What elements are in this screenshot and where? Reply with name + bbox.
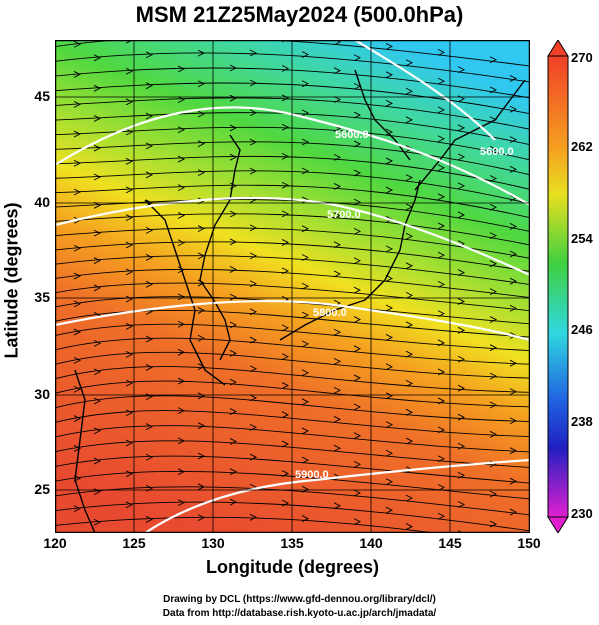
colorbar-tick: 254	[571, 231, 593, 246]
height-contours	[55, 40, 530, 533]
map-plot: 5600.0 5600.0 5700.0 5800.0 5900.0	[55, 40, 530, 533]
x-tick: 150	[517, 535, 541, 551]
x-tick: 135	[280, 535, 304, 551]
credit-line: Drawing by DCL (https://www.gfd-dennou.o…	[163, 594, 436, 605]
contour-label: 5600.0	[335, 129, 369, 141]
y-axis-label: Latitude (degrees)	[1, 202, 22, 359]
streamlines	[55, 40, 530, 533]
colorbar-tick: 238	[571, 414, 593, 429]
contour-labels: 5600.0 5600.0 5700.0 5800.0 5900.0	[295, 129, 514, 481]
plot-frame	[55, 40, 530, 533]
map-title: MSM 21Z25May2024 (500.0hPa)	[135, 2, 464, 27]
y-tick: 40	[34, 194, 50, 210]
gridlines	[55, 40, 530, 533]
x-tick: 120	[43, 535, 67, 551]
contour-label: 5900.0	[295, 469, 329, 481]
colorbar-tick: 230	[571, 506, 593, 521]
y-tick: 45	[34, 88, 50, 104]
credit-line: Data from http://database.rish.kyoto-u.a…	[162, 608, 437, 619]
y-tick: 30	[34, 386, 50, 402]
x-tick: 130	[201, 535, 225, 551]
colorbar-tick: 246	[571, 322, 593, 337]
x-tick: 125	[122, 535, 146, 551]
x-axis-label: Longitude (degrees)	[205, 557, 379, 577]
colorbar	[547, 40, 569, 533]
contour-label: 5700.0	[327, 209, 361, 221]
y-tick: 35	[34, 289, 50, 305]
y-tick: 25	[34, 481, 50, 497]
x-tick: 140	[359, 535, 383, 551]
x-tick: 145	[438, 535, 462, 551]
colorbar-tick: 262	[571, 139, 593, 154]
contour-label: 5800.0	[313, 307, 347, 319]
colorbar-tick: 270	[571, 50, 593, 65]
contour-label: 5600.0	[480, 146, 514, 158]
